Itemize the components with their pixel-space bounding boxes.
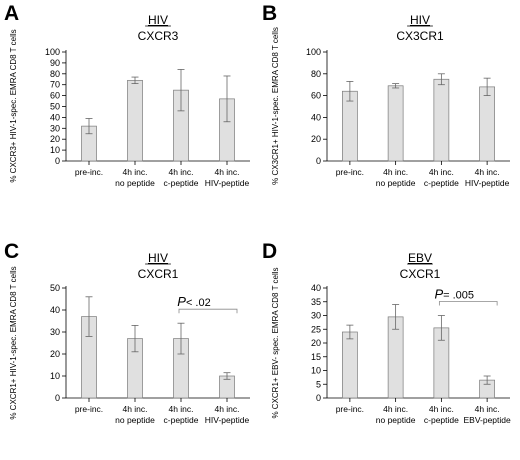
panel-c: C HIV CXCR1 % CXCR1+ HIV-1-spec. EMRA CD8 T… (4, 240, 250, 425)
y-tick-label: 40 (311, 112, 321, 122)
title-marker: CXCR3 (138, 29, 179, 43)
x-tick-label: 4h inc. (168, 167, 193, 177)
bar-4h-inc-hiv-peptide (479, 86, 495, 162)
title-marker: CXCR1 (138, 267, 179, 281)
y-tick-label: 15 (311, 352, 321, 362)
y-tick-label: 50 (50, 102, 60, 112)
x-tick-label: pre-inc. (75, 404, 103, 414)
significance-bracket (178, 308, 238, 314)
title-marker: CX3CR1 (396, 29, 444, 43)
y-tick-label: 30 (50, 327, 60, 337)
p-letter: P (434, 287, 443, 302)
y-tick-label: 80 (50, 69, 60, 79)
y-axis-label: % CXCR3+ HIV-1-spec. EMRA CD8 T cells (9, 29, 18, 182)
p-letter: P (177, 294, 186, 309)
x-tick-label: 4h inc. (214, 404, 239, 414)
panel-d: D EBV CXCR1 % CXCR1+ EBV- spec. EMRA CD8 T … (262, 240, 511, 425)
x-tick-label: 4h inc. (475, 167, 500, 177)
y-tick-label: 10 (50, 145, 60, 155)
x-tick-label: no peptide (376, 415, 416, 425)
title-virus: HIV (148, 13, 168, 27)
y-tick-label: 20 (311, 338, 321, 348)
y-axis-label: % CXCR1+ HIV-1-spec. EMRA CD8 T cells (9, 266, 18, 419)
title-virus: HIV (148, 251, 168, 265)
x-tick-label: no peptide (115, 178, 155, 188)
panel-letter: D (262, 240, 277, 263)
x-tick-label: no peptide (115, 415, 155, 425)
bar-pre-inc (342, 90, 358, 162)
x-tick-label: no peptide (376, 178, 416, 188)
y-tick-label: 100 (45, 47, 60, 57)
bar-4h-inc-no-peptide (387, 85, 404, 162)
y-axis-label: % CX3CR1+ HIV-1-spec. EMRA CD8 T cells (271, 27, 280, 185)
panel-letter: B (262, 2, 277, 25)
y-tick-label: 90 (50, 58, 60, 68)
panel-letter: A (4, 2, 19, 25)
y-tick-label: 5 (316, 379, 321, 389)
title-marker: CXCR1 (400, 267, 441, 281)
x-tick-label: 4h inc. (383, 167, 408, 177)
y-tick-label: 70 (50, 80, 60, 90)
panel-b: B HIV CX3CR1 % CX3CR1+ HIV-1-spec. EMRA CD8… (262, 2, 510, 188)
y-tick-label: 100 (306, 47, 321, 57)
x-tick-label: 4h inc. (168, 404, 193, 414)
y-tick-label: 20 (311, 134, 321, 144)
y-tick-label: 0 (316, 156, 321, 166)
y-tick-label: 60 (311, 91, 321, 101)
x-tick-label: 4h inc. (429, 167, 454, 177)
x-tick-label: 4h inc. (429, 404, 454, 414)
bar-4h-inc-c-peptide (433, 78, 450, 162)
x-tick-label: c-peptide (424, 415, 459, 425)
y-tick-label: 35 (311, 297, 321, 307)
x-tick-label: pre-inc. (336, 167, 364, 177)
y-tick-label: 20 (50, 349, 60, 359)
y-tick-label: 0 (316, 393, 321, 403)
bar-4h-inc-no-peptide (127, 79, 143, 162)
x-tick-label: c-peptide (164, 178, 199, 188)
x-tick-label: EBV-peptide (463, 415, 511, 425)
y-tick-label: 0 (55, 156, 60, 166)
significance-bracket (438, 301, 498, 306)
x-tick-label: HIV-peptide (465, 178, 510, 188)
x-tick-label: 4h inc. (383, 404, 408, 414)
y-tick-label: 30 (50, 123, 60, 133)
panel-letter: C (4, 240, 19, 263)
x-tick-label: 4h inc. (122, 404, 147, 414)
x-tick-label: HIV-peptide (205, 178, 250, 188)
y-tick-label: 40 (50, 112, 60, 122)
y-tick-label: 10 (311, 366, 321, 376)
x-tick-label: 4h inc. (475, 404, 500, 414)
x-tick-label: 4h inc. (214, 167, 239, 177)
bar-pre-inc (342, 331, 358, 399)
y-tick-label: 30 (311, 311, 321, 321)
y-tick-label: 0 (55, 393, 60, 403)
y-tick-label: 10 (50, 371, 60, 381)
x-tick-label: c-peptide (424, 178, 459, 188)
title-virus: EBV (408, 251, 432, 265)
y-axis-label: % CXCR1+ EBV- spec. EMRA CD8 T cells (271, 267, 280, 418)
panel-a: A HIV CXCR3 % CXCR3+ HIV-1-spec. EMRA CD8 T… (4, 2, 250, 188)
y-tick-label: 40 (311, 283, 321, 293)
y-tick-label: 20 (50, 134, 60, 144)
p-value: < .02 (186, 297, 211, 309)
p-value-label: P= .005 (434, 287, 474, 302)
y-tick-label: 60 (50, 91, 60, 101)
p-value: = .005 (443, 290, 474, 302)
x-tick-label: pre-inc. (336, 404, 364, 414)
title-virus: HIV (410, 13, 430, 27)
x-tick-label: 4h inc. (122, 167, 147, 177)
x-tick-label: HIV-peptide (205, 415, 250, 425)
x-tick-label: c-peptide (164, 415, 199, 425)
y-tick-label: 25 (311, 324, 321, 334)
y-tick-label: 50 (50, 283, 60, 293)
y-tick-label: 80 (311, 69, 321, 79)
y-tick-label: 40 (50, 305, 60, 315)
x-tick-label: pre-inc. (75, 167, 103, 177)
p-value-label: P< .02 (177, 294, 210, 309)
